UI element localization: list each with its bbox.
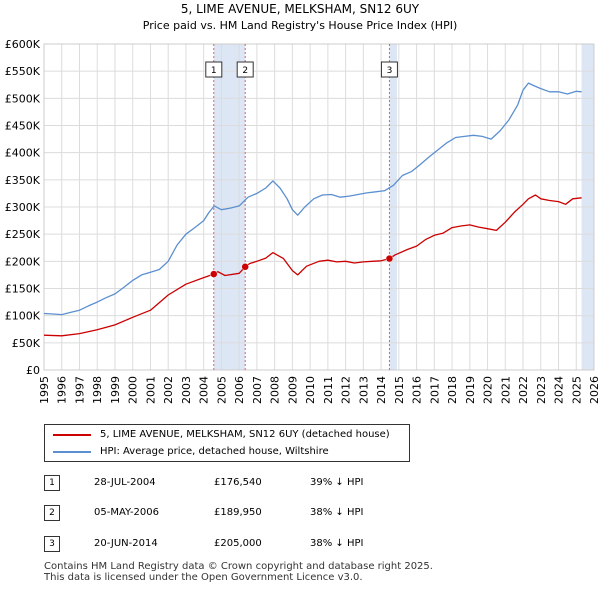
x-tick-label: 2008 bbox=[269, 376, 282, 404]
y-tick-label: £300K bbox=[5, 201, 41, 214]
legend-property-label: 5, LIME AVENUE, MELKSHAM, SN12 6UY (deta… bbox=[100, 429, 390, 440]
y-tick-label: £0 bbox=[26, 364, 40, 377]
x-tick-label: 2023 bbox=[535, 376, 548, 404]
x-tick-label: 2017 bbox=[428, 376, 441, 404]
x-tick-label: 2006 bbox=[233, 376, 246, 404]
sale-label-frame bbox=[205, 61, 223, 78]
x-tick-label: 2009 bbox=[286, 376, 299, 404]
sale-point bbox=[241, 263, 249, 271]
footer-attribution: Contains HM Land Registry data © Crown c… bbox=[44, 561, 433, 583]
sale-price: £205,000 bbox=[214, 538, 262, 549]
sale-hpi-diff: 38% ↓ HPI bbox=[310, 507, 364, 518]
footer-licence: This data is licensed under the Open Gov… bbox=[44, 572, 363, 583]
sale-point bbox=[210, 270, 218, 278]
x-tick-label: 2025 bbox=[570, 376, 583, 404]
x-tick-label: 2007 bbox=[251, 376, 264, 404]
y-tick-label: £350K bbox=[5, 174, 41, 187]
x-tick-label: 2020 bbox=[482, 376, 495, 404]
chart-title: 5, LIME AVENUE, MELKSHAM, SN12 6UY bbox=[181, 2, 420, 16]
chart-subtitle: Price paid vs. HM Land Registry's House … bbox=[143, 19, 458, 32]
property-line-swatch bbox=[53, 434, 91, 436]
y-tick-label: £100K bbox=[5, 310, 41, 323]
x-tick-label: 1996 bbox=[56, 376, 69, 404]
sale-label: 3 bbox=[387, 66, 393, 76]
sale-label-box: 3 bbox=[380, 61, 398, 78]
sale-date: 28-JUL-2004 bbox=[94, 477, 156, 488]
x-tick-label: 2001 bbox=[144, 376, 157, 404]
y-tick-label: £550K bbox=[5, 65, 41, 78]
sale-label: 2 bbox=[242, 66, 248, 76]
sale-price: £189,950 bbox=[214, 507, 262, 518]
sale-label-box: 2 bbox=[236, 61, 254, 78]
sale-number-badge: 1 bbox=[44, 475, 60, 491]
x-tick-label: 2014 bbox=[375, 376, 388, 404]
x-tick-label: 1999 bbox=[109, 376, 122, 404]
sale-price: £176,540 bbox=[214, 477, 262, 488]
x-tick-label: 2010 bbox=[304, 376, 317, 404]
property-series-line bbox=[43, 194, 582, 337]
y-tick-label: £250K bbox=[5, 228, 41, 241]
x-tick-label: 2013 bbox=[357, 376, 370, 404]
sale-hpi-diff: 38% ↓ HPI bbox=[310, 538, 364, 549]
price-chart: 5, LIME AVENUE, MELKSHAM, SN12 6UY Price… bbox=[5, 2, 600, 404]
sale-label-box: 1 bbox=[205, 61, 223, 78]
sale-date: 20-JUN-2014 bbox=[94, 538, 158, 549]
y-tick-label: £200K bbox=[5, 255, 41, 268]
x-tick-label: 2026 bbox=[588, 376, 600, 404]
sale-point bbox=[385, 254, 394, 263]
x-tick-label: 1998 bbox=[91, 376, 104, 404]
x-tick-label: 2021 bbox=[499, 376, 512, 404]
x-tick-label: 2005 bbox=[215, 376, 228, 404]
y-tick-label: £450K bbox=[5, 120, 41, 133]
x-tick-label: 2024 bbox=[553, 376, 566, 404]
x-tick-label: 1997 bbox=[73, 376, 86, 404]
x-tick-label: 2022 bbox=[517, 376, 530, 404]
x-tick-label: 2002 bbox=[162, 376, 175, 404]
sale-row: 3 20-JUN-2014 £205,000 38% ↓ HPI bbox=[44, 536, 404, 554]
x-tick-label: 2004 bbox=[198, 376, 211, 404]
y-tick-label: £400K bbox=[5, 147, 41, 160]
x-tick-label: 2011 bbox=[322, 376, 335, 404]
sale-label-frame bbox=[236, 61, 254, 78]
y-tick-label: £50K bbox=[12, 337, 41, 350]
legend: 5, LIME AVENUE, MELKSHAM, SN12 6UY (deta… bbox=[44, 424, 410, 462]
sale-number-badge: 3 bbox=[44, 536, 60, 552]
sale-number-badge: 2 bbox=[44, 505, 60, 521]
sale-label-frame bbox=[380, 61, 398, 78]
sale-label: 1 bbox=[211, 66, 217, 76]
legend-hpi-label: HPI: Average price, detached house, Wilt… bbox=[100, 446, 329, 457]
plot-frame bbox=[43, 43, 595, 371]
x-tick-label: 2016 bbox=[411, 376, 424, 404]
x-tick-label: 2003 bbox=[180, 376, 193, 404]
hpi-line-swatch bbox=[53, 451, 91, 453]
footer-copyright: Contains HM Land Registry data © Crown c… bbox=[44, 561, 433, 572]
y-tick-label: £150K bbox=[5, 283, 41, 296]
x-tick-label: 2000 bbox=[127, 376, 140, 404]
x-tick-label: 2018 bbox=[446, 376, 459, 404]
x-tick-label: 2019 bbox=[464, 376, 477, 404]
sale-row: 2 05-MAY-2006 £189,950 38% ↓ HPI bbox=[44, 505, 404, 523]
sale-date: 05-MAY-2006 bbox=[94, 507, 160, 518]
y-tick-label: £500K bbox=[5, 92, 41, 105]
x-tick-label: 2012 bbox=[340, 376, 353, 404]
x-tick-label: 1995 bbox=[38, 376, 51, 404]
x-tick-label: 2015 bbox=[393, 376, 406, 404]
sale-hpi-diff: 39% ↓ HPI bbox=[310, 477, 364, 488]
y-tick-label: £600K bbox=[5, 38, 41, 51]
sale-row: 1 28-JUL-2004 £176,540 39% ↓ HPI bbox=[44, 475, 404, 493]
hpi-series-line bbox=[43, 82, 582, 316]
